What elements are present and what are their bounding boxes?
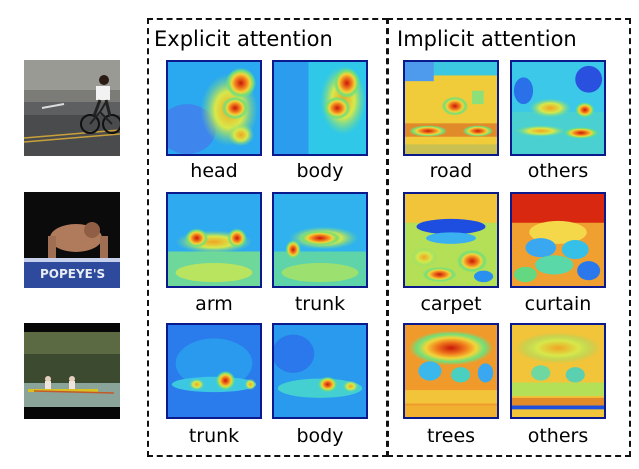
label-others-2: others [527,425,589,447]
attention-map-trunk-2 [166,323,262,419]
implicit-attention-title: Implicit attention [397,27,577,51]
attention-map-others-2 [510,323,606,419]
pushups-photo: POPEYE'S [24,192,120,288]
label-body-2: body [296,425,344,447]
label-trunk-2: trunk [188,425,240,447]
svg-text:POPEYE'S: POPEYE'S [40,267,105,281]
attention-map-trees [403,323,499,419]
explicit-attention-title: Explicit attention [154,27,333,51]
label-others-1: others [527,160,589,182]
attention-map-road [403,60,499,156]
label-road: road [429,160,473,182]
attention-map-body-2 [272,323,368,419]
attention-map-arm [166,192,262,288]
attention-map-others-1 [510,60,606,156]
cyclist-photo [24,60,120,156]
label-trees: trees [426,425,476,447]
attention-map-trunk-1 [272,192,368,288]
attention-map-head [166,60,262,156]
label-head: head [190,160,238,182]
label-trunk-1: trunk [294,293,346,315]
label-carpet: carpet [420,293,482,315]
implicit-attention-group [387,18,631,457]
label-body: body [296,160,344,182]
attention-map-body [272,60,368,156]
rowers-photo [24,323,120,419]
attention-map-curtain [510,192,606,288]
attention-map-carpet [403,192,499,288]
label-curtain: curtain [524,293,592,315]
label-arm: arm [195,293,233,315]
